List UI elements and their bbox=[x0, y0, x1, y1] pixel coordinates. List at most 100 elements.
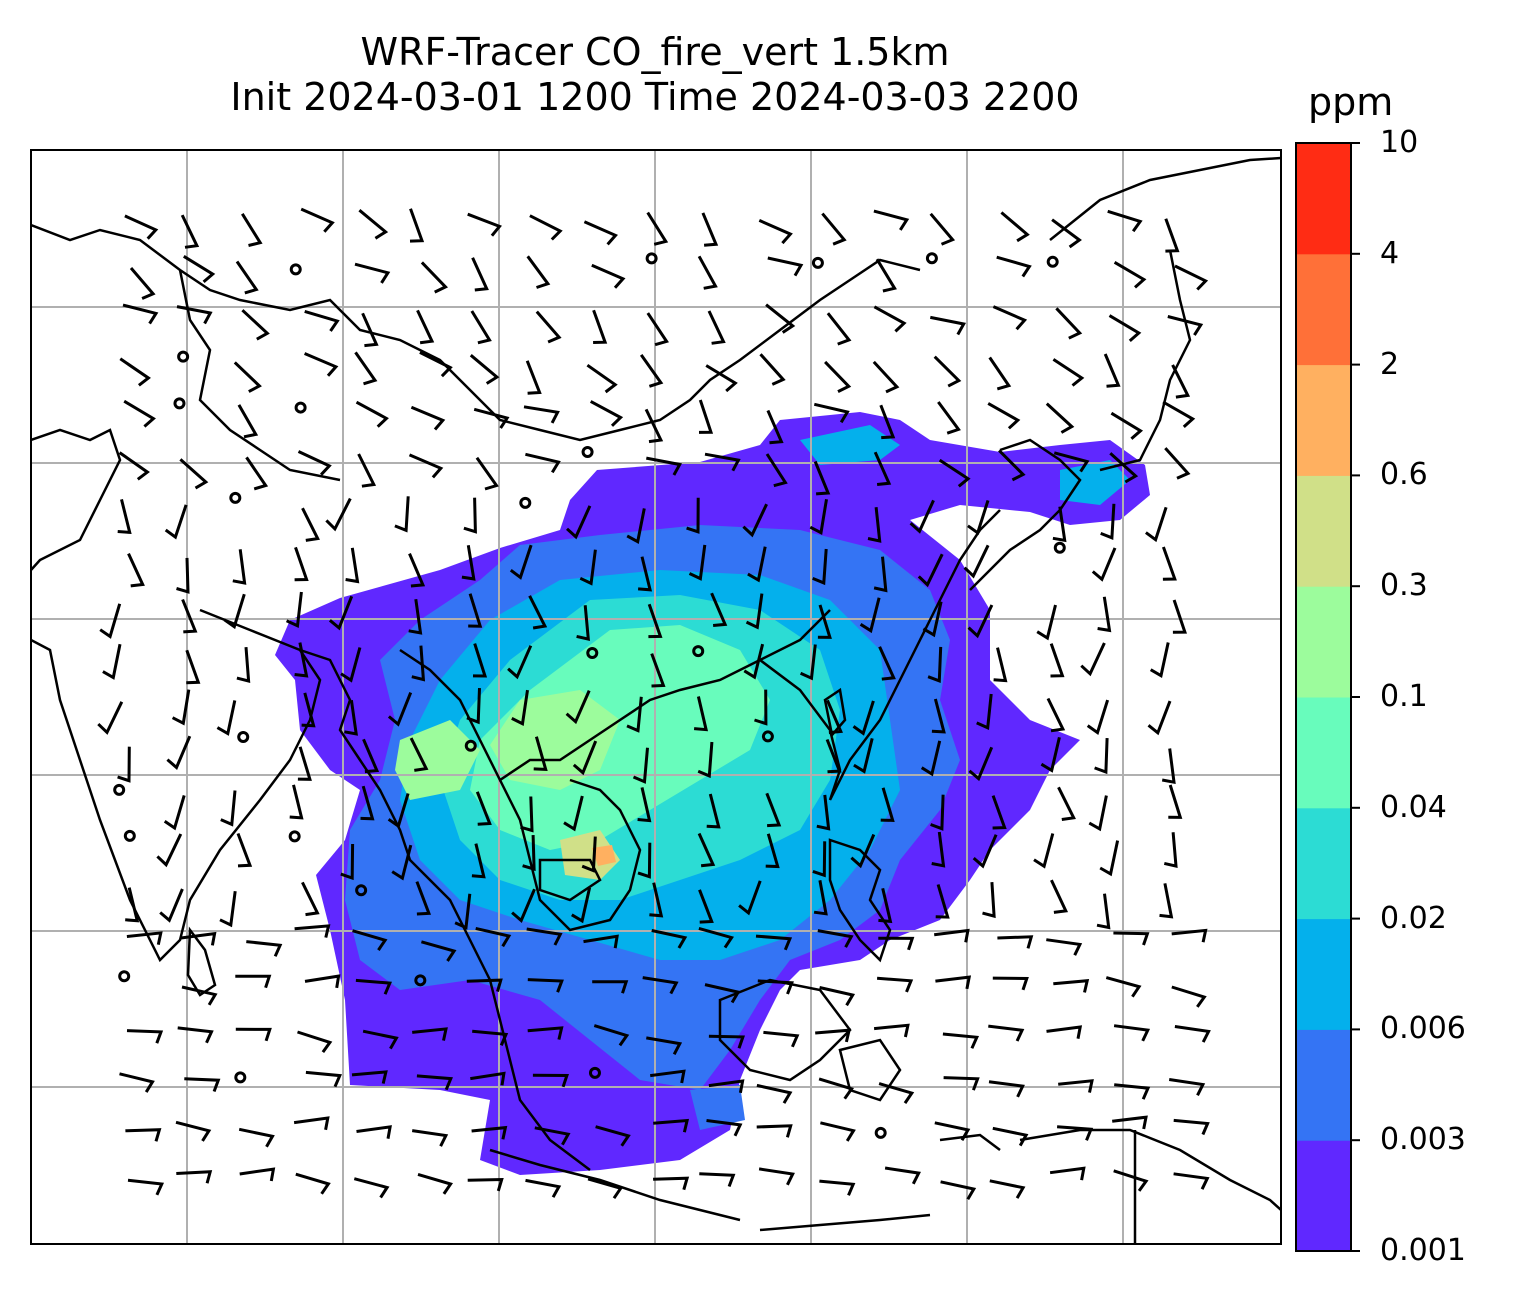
wind-barb bbox=[880, 787, 895, 822]
wind-barb bbox=[354, 351, 378, 386]
wind-barb bbox=[647, 603, 663, 639]
wind-barb bbox=[818, 1077, 855, 1100]
wind-barb bbox=[420, 261, 449, 294]
wind-barb bbox=[576, 605, 590, 642]
wind-barb bbox=[118, 451, 150, 481]
calm-wind-marker bbox=[645, 252, 658, 265]
wind-barb bbox=[1033, 833, 1055, 869]
wind-barb bbox=[686, 497, 700, 534]
wind-barb bbox=[179, 458, 209, 490]
wind-barb bbox=[176, 1170, 213, 1184]
wind-barb bbox=[181, 598, 198, 634]
wind-barb bbox=[470, 310, 492, 345]
wind-barb bbox=[99, 603, 122, 639]
wind-barb bbox=[937, 401, 961, 435]
colorbar-segment bbox=[1296, 1029, 1351, 1141]
calm-wind-marker bbox=[113, 783, 126, 796]
wind-barb bbox=[756, 1083, 793, 1104]
wind-barb bbox=[454, 893, 472, 930]
wind-barb bbox=[1168, 784, 1183, 819]
wind-barb bbox=[471, 1125, 508, 1140]
wind-barb bbox=[1161, 546, 1177, 581]
wind-barb bbox=[931, 831, 946, 868]
wind-barb bbox=[878, 1082, 915, 1104]
wind-barb bbox=[816, 794, 831, 831]
wind-barb bbox=[767, 256, 804, 277]
wind-barb bbox=[1051, 218, 1082, 249]
wind-barb bbox=[1113, 261, 1147, 289]
wind-barb bbox=[1045, 402, 1075, 434]
wind-barb bbox=[1057, 786, 1076, 821]
wind-barb bbox=[646, 312, 669, 347]
wind-barb bbox=[988, 1024, 1025, 1042]
wind-barb bbox=[586, 363, 618, 394]
wind-barb bbox=[708, 1079, 745, 1094]
wind-barb bbox=[177, 1026, 214, 1044]
wind-barb bbox=[119, 1072, 155, 1093]
wind-barb bbox=[394, 496, 410, 533]
wind-barb bbox=[758, 1167, 795, 1186]
wind-barb bbox=[879, 404, 896, 440]
wind-barb bbox=[988, 1080, 1025, 1098]
wind-barb bbox=[236, 832, 253, 868]
wind-barb bbox=[417, 1172, 453, 1195]
wind-barb bbox=[821, 212, 847, 246]
wind-barb bbox=[1096, 893, 1111, 930]
wind-barb bbox=[809, 498, 828, 535]
colorbar-segment bbox=[1296, 1140, 1351, 1252]
wind-barb bbox=[581, 836, 597, 873]
wind-barb bbox=[653, 1118, 690, 1133]
wind-barb bbox=[583, 220, 618, 246]
plume-south-patch bbox=[690, 1085, 745, 1130]
wind-barb bbox=[511, 888, 536, 923]
wind-barb bbox=[1058, 1079, 1094, 1093]
calm-wind-marker bbox=[288, 830, 301, 843]
wind-barb bbox=[706, 793, 721, 829]
wind-barb bbox=[473, 407, 510, 429]
wind-barb bbox=[929, 212, 956, 246]
calm-wind-marker bbox=[692, 645, 705, 658]
wind-barb bbox=[525, 452, 561, 474]
wind-barb bbox=[391, 844, 413, 881]
wind-barb bbox=[922, 601, 943, 638]
wind-barb bbox=[997, 935, 1034, 949]
wind-barb bbox=[653, 1176, 690, 1191]
wind-barb bbox=[593, 1024, 630, 1047]
wind-barb bbox=[698, 889, 714, 924]
wind-barb bbox=[705, 364, 738, 393]
calm-wind-marker bbox=[581, 445, 594, 458]
wind-barb bbox=[534, 1126, 571, 1146]
calm-wind-marker bbox=[118, 970, 131, 983]
wind-barb bbox=[345, 547, 360, 584]
wind-barb bbox=[410, 405, 446, 431]
wind-barb bbox=[126, 931, 163, 946]
wind-barb bbox=[644, 408, 664, 444]
wind-barb bbox=[523, 405, 560, 424]
wind-barb bbox=[996, 255, 1032, 278]
calm-wind-marker bbox=[294, 401, 307, 414]
wind-barb bbox=[637, 842, 652, 879]
plume-level-5 bbox=[470, 625, 770, 850]
wind-barb bbox=[294, 642, 309, 678]
colorbar-tick-label: 2 bbox=[1380, 346, 1400, 382]
wind-barb bbox=[180, 214, 200, 249]
wind-barbs bbox=[97, 207, 1211, 1201]
wind-barb bbox=[181, 985, 218, 1006]
wind-barb bbox=[699, 1172, 736, 1188]
wind-barb bbox=[591, 263, 626, 289]
wind-barb bbox=[1097, 596, 1112, 633]
wind-barb bbox=[1094, 738, 1109, 775]
wind-barb bbox=[817, 929, 854, 948]
wind-barb bbox=[1052, 358, 1085, 387]
wind-barb bbox=[1086, 699, 1110, 736]
wind-barb bbox=[765, 833, 780, 869]
wind-barb bbox=[300, 207, 335, 233]
wind-barb bbox=[408, 598, 423, 635]
wind-barb bbox=[469, 354, 500, 385]
wind-barb bbox=[697, 832, 716, 868]
chart-title-line1: WRF-Tracer CO_fire_vert 1.5km bbox=[360, 30, 950, 74]
wind-barb bbox=[235, 974, 272, 989]
wind-barb bbox=[420, 940, 457, 962]
wind-barb bbox=[972, 834, 998, 869]
